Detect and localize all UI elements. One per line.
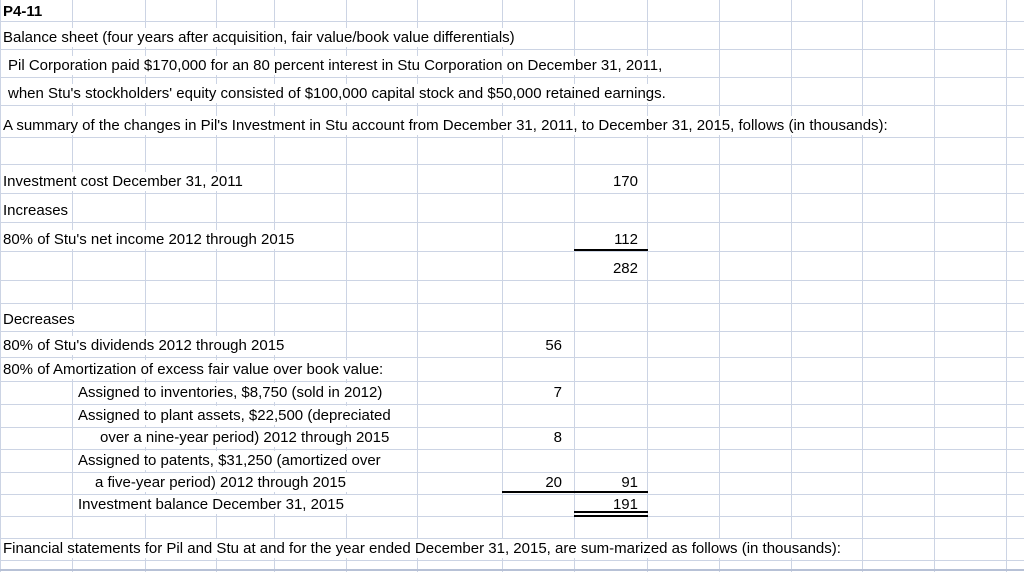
gridline-vertical [719,0,720,572]
gridline-vertical [72,0,73,572]
sheet-bottom-edge [0,569,1024,571]
gridline-vertical [0,0,1,572]
cell-financial-stmt-note[interactable]: Financial statements for Pil and Stu at … [2,539,844,558]
cell-plant-assets-label[interactable]: Assigned to plant assets, $22,500 (depre… [77,406,394,425]
cell-amortization-label[interactable]: 80% of Amortization of excess fair value… [2,360,387,379]
cell-net-income-label[interactable]: 80% of Stu's net income 2012 through 201… [2,230,298,249]
gridline-vertical [574,0,575,572]
gridline-horizontal [0,494,1024,495]
cell-patents-label[interactable]: Assigned to patents, $31,250 (amortized … [77,451,384,470]
cell-five-year-label[interactable]: a five-year period) 2012 through 2015 [94,473,350,492]
gridline-vertical [862,0,863,572]
gridline-horizontal [0,427,1024,428]
cell-dividends-label[interactable]: 80% of Stu's dividends 2012 through 2015 [2,336,288,355]
cell-value-total-decreases[interactable]: 91 [577,473,638,492]
gridline-horizontal [0,280,1024,281]
cell-value-subtotal[interactable]: 282 [577,259,638,278]
cell-title-note[interactable]: Balance sheet (four years after acquisit… [2,28,518,47]
gridline-horizontal [0,222,1024,223]
gridline-horizontal [0,331,1024,332]
cell-value-net-income[interactable]: 112 [577,230,638,249]
cell-decreases-label[interactable]: Decreases [2,310,78,329]
gridline-vertical [1006,0,1007,572]
gridline-vertical [346,0,347,572]
gridline-horizontal [0,357,1024,358]
gridline-horizontal [0,21,1024,22]
gridline-vertical [647,0,648,572]
cell-summary-note[interactable]: A summary of the changes in Pil's Invest… [2,116,891,135]
cell-problem-id[interactable]: P4-11 [2,2,46,21]
gridline-horizontal [0,472,1024,473]
gridline-horizontal [0,538,1024,539]
cell-value-inventories[interactable]: 7 [504,383,562,402]
cell-value-investment-cost[interactable]: 170 [577,172,638,191]
cell-value-dividends[interactable]: 56 [504,336,562,355]
single-rule-under-91 [574,491,648,493]
gridline-horizontal [0,137,1024,138]
gridline-horizontal [0,560,1024,561]
cell-value-plant-assets[interactable]: 8 [504,428,562,447]
cell-nine-year-label[interactable]: over a nine-year period) 2012 through 20… [99,428,393,447]
cell-intro-line-1[interactable]: Pil Corporation paid $170,000 for an 80 … [7,56,666,75]
gridline-vertical [417,0,418,572]
double-rule-under-191-top [574,511,648,513]
gridline-horizontal [0,49,1024,50]
double-rule-under-191-bottom [574,515,648,517]
gridline-horizontal [0,381,1024,382]
cell-increases-label[interactable]: Increases [2,201,72,220]
gridline-horizontal [0,77,1024,78]
cell-investment-cost-label[interactable]: Investment cost December 31, 2011 [2,172,246,191]
gridline-horizontal [0,449,1024,450]
gridline-vertical [502,0,503,572]
cell-invest-balance-label[interactable]: Investment balance December 31, 2015 [77,495,347,514]
gridline-vertical [216,0,217,572]
cell-intro-line-2[interactable]: when Stu's stockholders' equity consiste… [7,84,669,103]
single-rule-under-112 [574,249,648,251]
gridline-vertical [274,0,275,572]
gridline-horizontal [0,251,1024,252]
gridline-horizontal [0,303,1024,304]
single-rule-under-20 [502,491,575,493]
gridline-vertical [791,0,792,572]
gridline-horizontal [0,105,1024,106]
gridline-vertical [145,0,146,572]
cell-inventories-label[interactable]: Assigned to inventories, $8,750 (sold in… [77,383,386,402]
cell-value-invest-balance[interactable]: 191 [577,495,638,514]
gridline-horizontal [0,404,1024,405]
gridline-horizontal [0,193,1024,194]
gridline-horizontal [0,164,1024,165]
gridline-vertical [934,0,935,572]
gridline-horizontal [0,516,1024,517]
cell-value-patents[interactable]: 20 [504,473,562,492]
